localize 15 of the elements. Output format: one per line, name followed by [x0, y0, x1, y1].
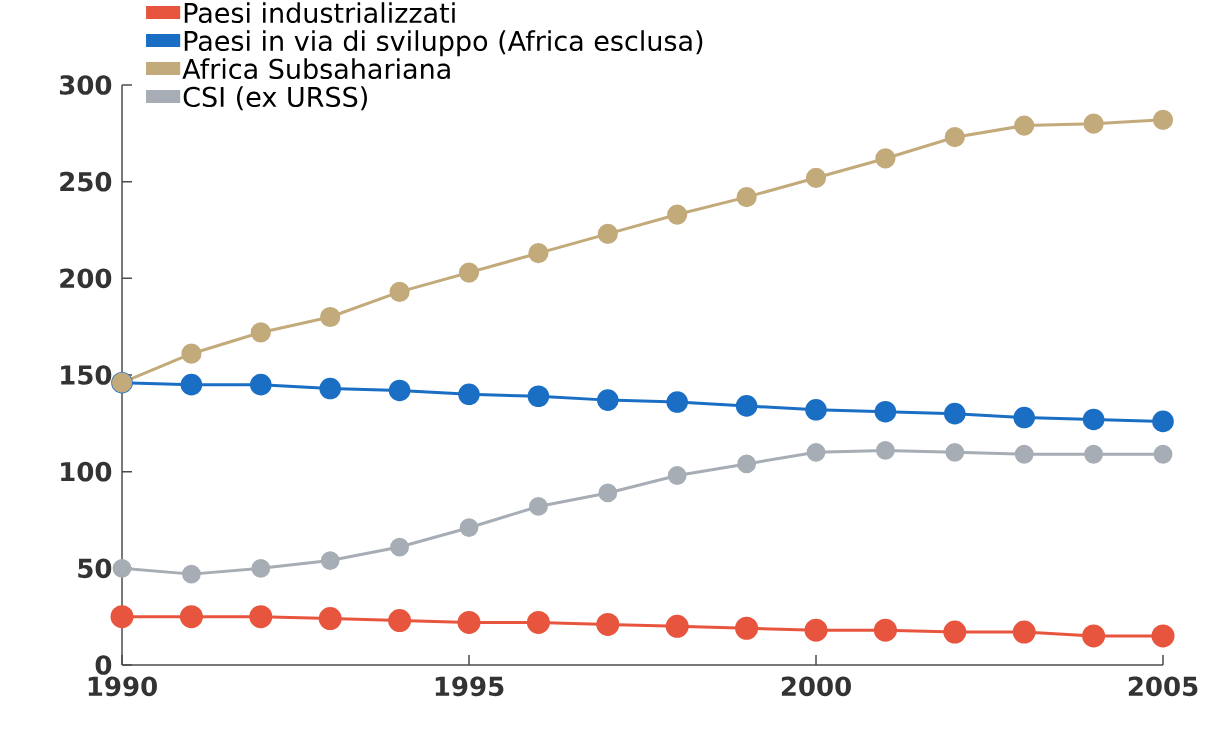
x-tick-label: 2005 — [1128, 676, 1198, 697]
y-tick-label: 200 — [60, 268, 112, 289]
x-tick-label: 2000 — [781, 676, 851, 697]
y-tick-label: 250 — [60, 171, 112, 192]
legend-label: Africa Subsahariana — [182, 58, 450, 80]
legend-label: Paesi in via di sviluppo (Africa esclusa) — [184, 30, 703, 57]
legend-label: CSI (ex URSS) — [183, 86, 367, 111]
y-tick-label: 300 — [59, 75, 112, 95]
y-tick-label: 100 — [61, 461, 112, 482]
legend-label: Paesi industrializzati — [184, 2, 455, 24]
x-tick-label: 1990 — [88, 676, 157, 697]
x-tick-label: 1995 — [435, 676, 504, 697]
y-tick-label: 150 — [61, 365, 112, 385]
y-tick-label: 50 — [78, 558, 112, 579]
y-tick-label: 0 — [95, 655, 112, 675]
